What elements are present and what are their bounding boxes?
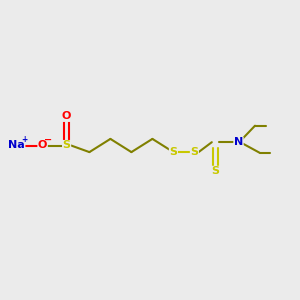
Text: O: O (38, 140, 47, 151)
Text: Na: Na (8, 140, 25, 151)
Text: S: S (63, 140, 70, 151)
Text: S: S (169, 147, 177, 157)
Text: S: S (212, 166, 219, 176)
Text: +: + (22, 135, 28, 144)
Text: N: N (234, 137, 243, 147)
Text: −: − (44, 135, 52, 145)
Text: O: O (62, 111, 71, 122)
Text: S: S (190, 147, 198, 157)
